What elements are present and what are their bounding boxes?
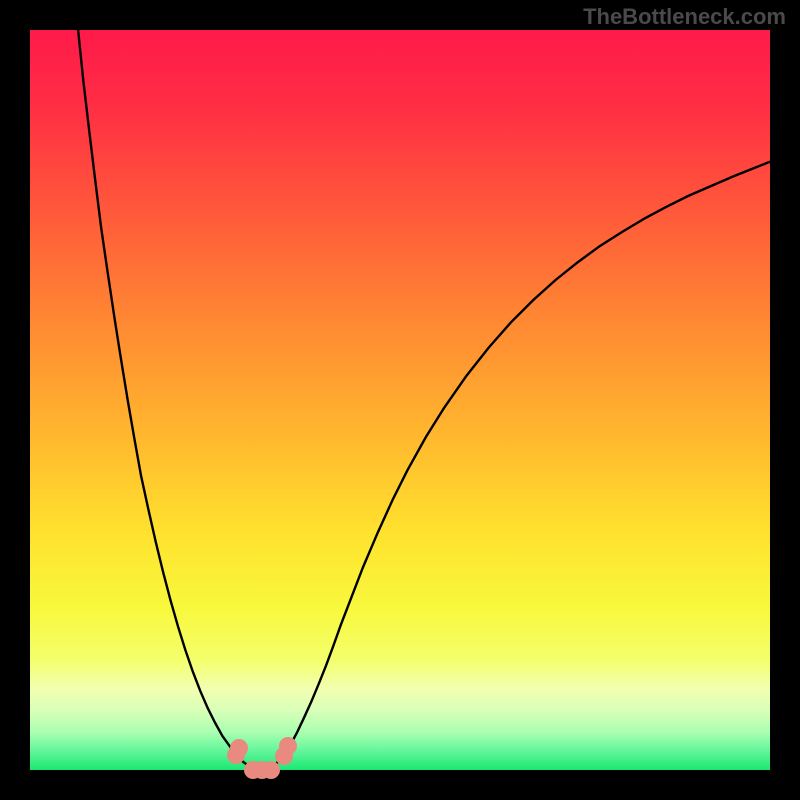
data-marker xyxy=(262,761,280,779)
plot-area xyxy=(30,30,770,770)
bottleneck-curve xyxy=(78,30,770,770)
data-marker xyxy=(279,737,297,755)
curve-layer xyxy=(30,30,770,770)
data-marker xyxy=(230,739,248,757)
watermark-text: TheBottleneck.com xyxy=(583,4,786,30)
